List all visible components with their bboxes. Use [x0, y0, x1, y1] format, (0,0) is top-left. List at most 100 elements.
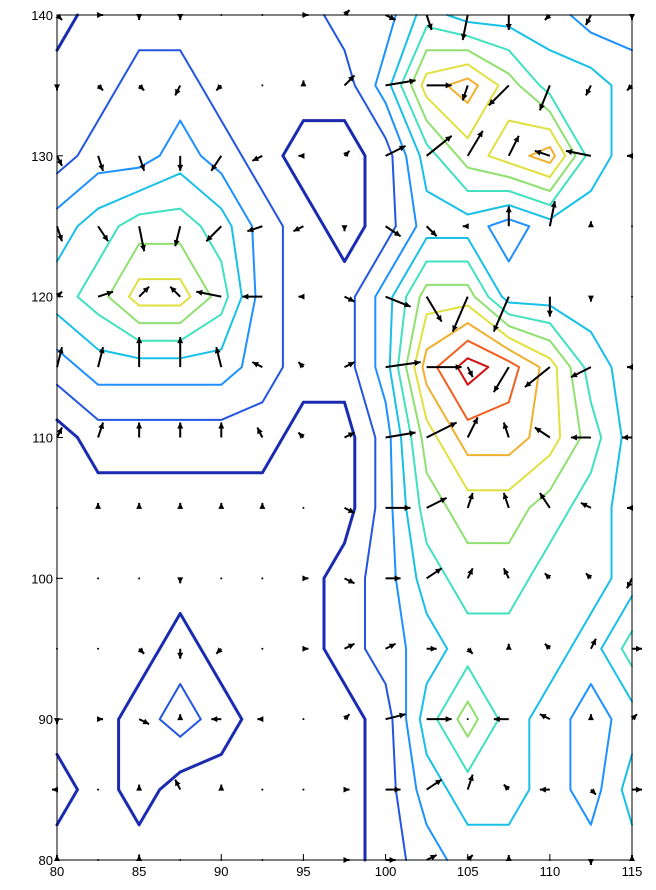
arrow: [242, 294, 262, 300]
arrow: [98, 226, 108, 241]
arrow: [386, 575, 401, 581]
arrow: [535, 428, 550, 438]
arrow: [588, 714, 594, 720]
arrow: [466, 647, 472, 653]
arrow: [302, 718, 304, 720]
arrow: [300, 80, 306, 86]
arrow: [218, 503, 224, 509]
arrow: [298, 294, 304, 300]
arrow: [302, 507, 304, 509]
arrow: [467, 367, 472, 377]
arrow: [588, 296, 594, 302]
arrow: [177, 423, 183, 438]
contour-line: [457, 358, 488, 384]
y-tick-label: 140: [31, 8, 53, 23]
arrow: [586, 85, 591, 95]
arrow: [503, 423, 509, 438]
arrow: [427, 364, 462, 370]
arrow: [540, 787, 550, 793]
arrow: [622, 435, 632, 441]
arrow: [216, 84, 222, 90]
arrow: [136, 785, 142, 791]
y-tick-label: 90: [39, 712, 53, 727]
arrow: [590, 788, 596, 794]
arrow: [586, 573, 592, 579]
arrow: [386, 226, 401, 236]
arrow: [343, 714, 349, 720]
arrow: [211, 716, 221, 722]
arrow: [97, 648, 99, 650]
arrow: [540, 714, 550, 719]
arrow: [506, 206, 512, 226]
contour-line: [423, 78, 556, 455]
arrow: [175, 85, 180, 95]
arrow: [586, 15, 591, 25]
arrow: [259, 503, 265, 509]
arrow: [139, 719, 149, 724]
arrow: [298, 433, 304, 439]
arrow: [218, 423, 224, 438]
arrow: [247, 226, 262, 232]
arrow: [427, 568, 442, 578]
arrow: [98, 156, 104, 171]
arrow: [302, 575, 308, 581]
arrow: [632, 787, 642, 793]
arrow: [57, 226, 63, 241]
arrow: [97, 577, 99, 579]
arrow: [545, 573, 551, 579]
arrow: [427, 82, 452, 88]
arrow: [427, 646, 437, 652]
contour-line: [57, 15, 365, 860]
arrow: [632, 646, 642, 652]
arrow: [545, 644, 551, 650]
arrow: [138, 84, 144, 90]
arrow: [468, 775, 474, 790]
arrow: [293, 226, 303, 231]
contour-line: [437, 341, 519, 420]
arrow: [302, 789, 304, 791]
arrow: [216, 647, 222, 653]
arrow: [95, 503, 101, 509]
arrow: [136, 503, 142, 509]
arrow: [175, 780, 180, 790]
arrow: [298, 362, 304, 368]
contour-line: [129, 64, 565, 490]
arrow: [468, 493, 474, 508]
arrow: [177, 649, 183, 659]
arrow: [252, 362, 262, 367]
x-tick-label: 110: [539, 864, 560, 879]
arrow: [386, 787, 401, 793]
arrow: [177, 714, 183, 720]
arrow: [98, 423, 104, 438]
y-tick-label: 110: [32, 431, 53, 446]
arrow: [571, 367, 591, 377]
chart: 808590951001051101158090100110120130140: [0, 0, 656, 885]
arrow: [345, 578, 355, 583]
arrow: [97, 84, 103, 90]
arrow: [468, 418, 478, 438]
arrow: [427, 297, 442, 322]
y-tick-label: 80: [39, 853, 53, 868]
y-tick-label: 100: [31, 571, 53, 586]
arrow: [138, 647, 144, 653]
arrow: [504, 785, 510, 791]
arrow: [98, 291, 113, 297]
arrow: [503, 493, 509, 508]
arrow: [427, 780, 442, 790]
arrow: [139, 226, 146, 251]
x-tick-label: 105: [457, 864, 479, 879]
arrow: [463, 223, 469, 229]
x-tick-label: 95: [296, 864, 310, 879]
arrow: [298, 153, 304, 159]
arrow: [177, 577, 183, 583]
y-tick-label: 120: [31, 290, 53, 305]
arrow: [386, 713, 406, 719]
arrow: [494, 716, 509, 722]
arrow: [386, 644, 396, 649]
arrow: [139, 156, 145, 171]
arrow: [345, 362, 355, 367]
arrow: [97, 716, 103, 722]
arrow: [591, 639, 596, 649]
arrow: [97, 789, 99, 791]
arrow: [138, 577, 140, 579]
